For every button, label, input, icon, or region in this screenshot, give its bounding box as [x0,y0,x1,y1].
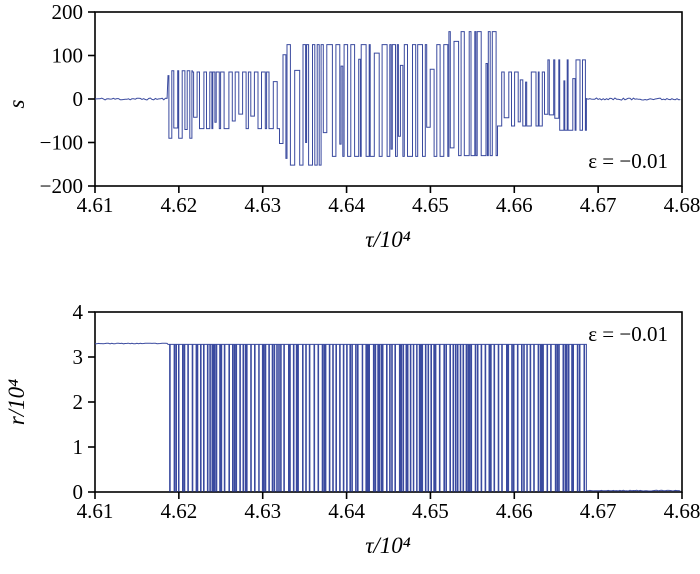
series-line [94,31,681,166]
top-epsilon-annotation: ε = −0.01 [588,149,668,173]
x-tick-label: 4.68 [664,193,700,217]
bottom-y-axis-label: r/10⁴ [4,379,29,425]
x-tick-label: 4.66 [496,193,533,217]
bottom-epsilon-annotation: ε = −0.01 [588,322,668,346]
x-tick-label: 4.68 [664,499,700,523]
x-tick-label: 4.61 [77,193,114,217]
y-tick-label: 4 [73,300,84,324]
x-tick-label: 4.64 [328,193,365,217]
chart-top-s-vs-tau: 4.61 4.62 4.63 4.64 4.65 4.66 4.67 4.68 −200 −100… [4,0,700,252]
x-tick-label: 4.64 [328,499,365,523]
top-plot-area: 4.61 4.62 4.63 4.64 4.65 4.66 4.67 4.68 −200 −100… [40,0,700,217]
y-tick-label: 2 [73,390,84,414]
x-tick-label: 4.65 [412,193,449,217]
y-tick-label: 1 [73,435,84,459]
bottom-x-axis-label: τ/10⁴ [365,533,411,558]
series-line [95,342,681,492]
x-tick-label: 4.65 [412,499,449,523]
x-tick-label: 4.67 [580,193,617,217]
bottom-plot-area: 4.61 4.62 4.63 4.64 4.65 4.66 4.67 4.68 0 1 2 3 4 [73,300,700,523]
y-tick-label: 3 [73,345,84,369]
x-tick-label: 4.62 [160,193,197,217]
x-tick-label: 4.66 [496,499,533,523]
y-tick-label: 100 [52,44,84,68]
x-tick-label: 4.63 [244,499,281,523]
y-tick-label: 0 [73,480,84,504]
top-x-axis-label: τ/10⁴ [365,227,411,252]
y-tick-label: −100 [40,131,83,155]
y-tick-label: −200 [40,174,83,198]
x-tick-label: 4.62 [160,499,197,523]
x-tick-label: 4.61 [77,499,114,523]
y-tick-label: 200 [52,0,84,24]
top-y-axis-label: s [4,99,29,108]
y-tick-label: 0 [73,87,84,111]
x-tick-label: 4.67 [580,499,617,523]
chart-bottom-r-vs-tau: 4.61 4.62 4.63 4.64 4.65 4.66 4.67 4.68 0 1 2 3 4 r/… [4,300,700,558]
x-tick-label: 4.63 [244,193,281,217]
